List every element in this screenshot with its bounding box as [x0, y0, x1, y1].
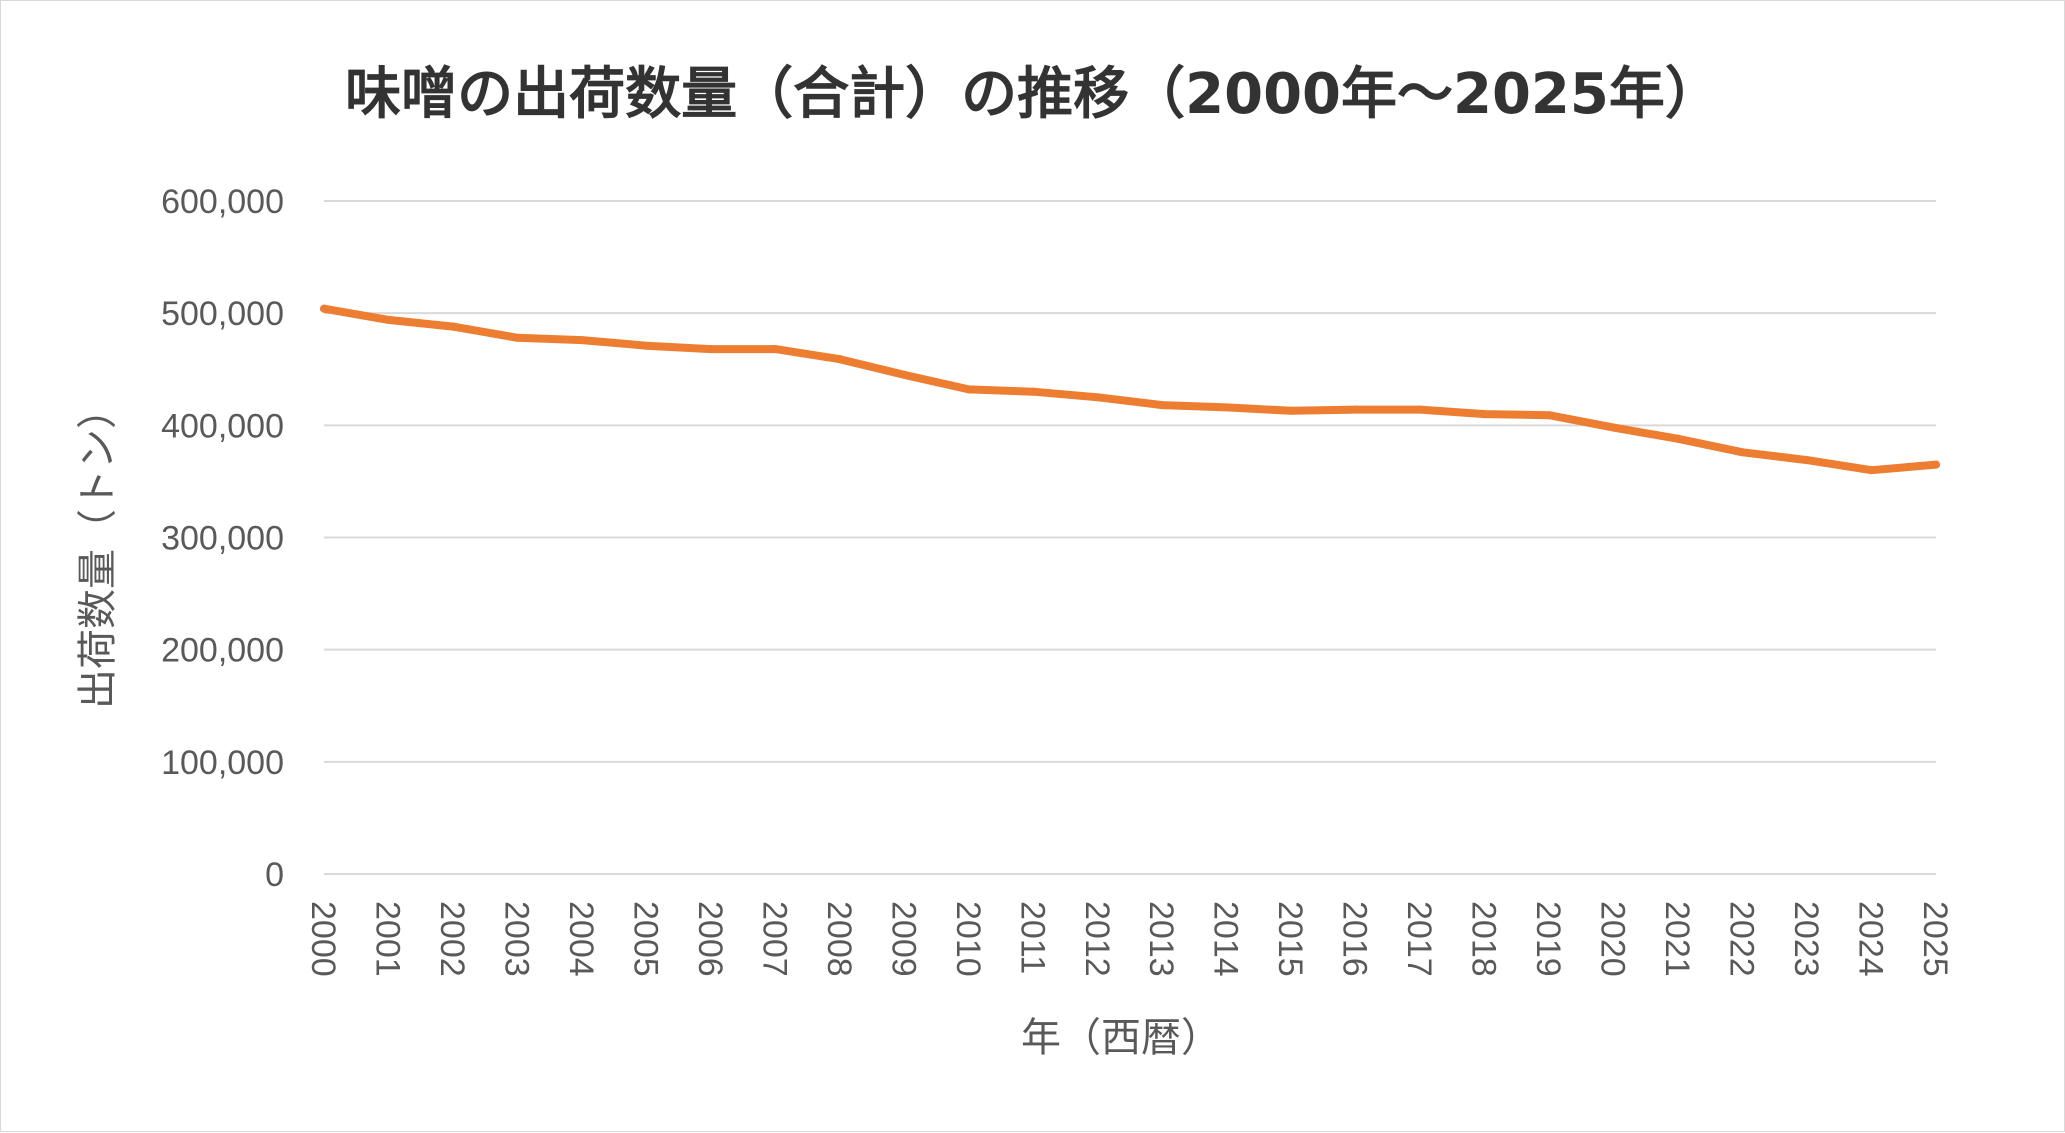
series-group	[320, 304, 1940, 475]
data-point	[1029, 387, 1038, 396]
data-point	[1867, 466, 1876, 475]
x-tick-label: 2018	[1465, 901, 1503, 977]
x-tick-label: 2015	[1271, 901, 1309, 977]
data-point	[1932, 460, 1940, 469]
data-point	[1803, 456, 1812, 465]
data-point	[706, 345, 715, 354]
x-tick-label: 2003	[497, 901, 535, 977]
data-point	[1609, 423, 1618, 432]
data-point	[513, 333, 522, 342]
x-axis-title: 年（西暦）	[1021, 1015, 1221, 1061]
x-tick-label: 2001	[368, 901, 406, 977]
data-point	[1416, 405, 1425, 414]
data-point	[771, 345, 780, 354]
y-tick-label: 0	[265, 856, 284, 894]
x-tick-label: 2011	[1013, 901, 1051, 974]
data-point	[448, 322, 457, 331]
data-point	[835, 355, 844, 364]
y-tick-label: 100,000	[161, 744, 284, 782]
x-tick-label: 2024	[1852, 901, 1890, 977]
data-point	[1093, 393, 1102, 402]
x-tick-label: 2020	[1594, 901, 1632, 977]
x-tick-label: 2014	[1207, 901, 1245, 977]
x-tick-label: 2022	[1723, 901, 1761, 977]
data-point	[320, 304, 328, 313]
y-axis-ticks: 0 100,000 200,000 300,000 400,000 500,000 600,…	[161, 183, 284, 894]
x-tick-label: 2021	[1658, 901, 1696, 977]
x-tick-label: 2000	[304, 901, 342, 977]
x-tick-label: 2012	[1078, 901, 1116, 977]
x-tick-label: 2008	[820, 901, 858, 977]
series-line	[320, 304, 1940, 475]
x-tick-label: 2010	[949, 901, 987, 977]
x-tick-label: 2007	[755, 901, 793, 977]
data-point	[1287, 406, 1296, 415]
data-point	[1738, 448, 1747, 457]
y-tick-label: 600,000	[161, 183, 284, 221]
data-point	[642, 341, 651, 350]
x-tick-label: 2016	[1336, 901, 1374, 977]
data-point	[900, 370, 909, 379]
data-point	[1351, 405, 1360, 414]
y-tick-label: 400,000	[161, 407, 284, 445]
y-axis-title: 出荷数量（トン）	[75, 389, 121, 709]
x-tick-label: 2019	[1529, 901, 1567, 977]
x-tick-label: 2006	[691, 901, 729, 977]
data-point	[577, 336, 586, 345]
y-tick-label: 500,000	[161, 295, 284, 333]
x-tick-label: 2023	[1787, 901, 1825, 977]
y-tick-label: 300,000	[161, 520, 284, 558]
x-tick-label: 2004	[562, 901, 600, 977]
data-point	[1480, 410, 1489, 419]
x-tick-label: 2009	[884, 901, 922, 977]
chart-title: 味噌の出荷数量（合計）の推移（2000年～2025年）	[345, 62, 1721, 127]
y-tick-label: 200,000	[161, 632, 284, 670]
data-point	[1545, 411, 1554, 420]
data-point	[1674, 434, 1683, 443]
x-tick-label: 2013	[1142, 901, 1180, 977]
x-tick-label: 2002	[433, 901, 471, 977]
data-point	[384, 315, 393, 324]
data-point	[1222, 403, 1231, 412]
gridlines	[324, 200, 1936, 875]
x-tick-label: 2017	[1400, 901, 1438, 977]
x-axis-ticks: 2000 2001 2002 2003 2004 2005 2006 2007 2008 2009…	[304, 901, 1954, 977]
x-tick-label: 2005	[626, 901, 664, 977]
x-tick-label: 2025	[1916, 901, 1954, 977]
data-point	[1158, 401, 1167, 410]
data-point	[964, 385, 973, 394]
